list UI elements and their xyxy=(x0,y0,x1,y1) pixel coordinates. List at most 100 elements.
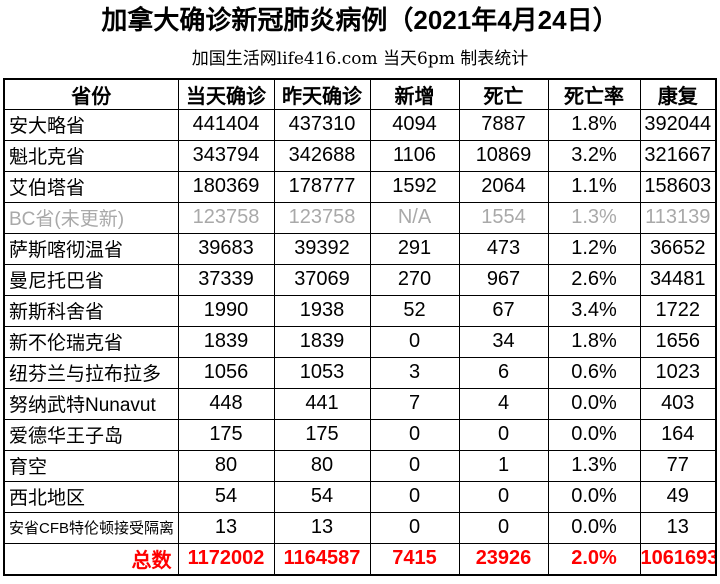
value-cell: 123758 xyxy=(177,201,275,234)
table-row: 艾伯塔省 180369 178777 1592 2064 1.1% 158603 xyxy=(3,170,717,203)
value-cell: 180369 xyxy=(177,170,275,203)
column-header: 康复 xyxy=(639,78,717,110)
value-cell: 80 xyxy=(273,449,371,482)
value-cell: 1.2% xyxy=(547,232,641,265)
value-cell: 34 xyxy=(458,325,549,358)
value-cell: 473 xyxy=(458,232,549,265)
value-cell: 0.0% xyxy=(547,387,641,420)
table-row: 曼尼托巴省 37339 37069 270 967 2.6% 34481 xyxy=(3,263,717,296)
value-cell: 0.0% xyxy=(547,511,641,544)
value-cell: 0.0% xyxy=(547,418,641,451)
value-cell: 10869 xyxy=(458,139,549,172)
table-row: 安省CFB特伦顿接受隔离 13 13 0 0 0.0% 13 xyxy=(3,511,717,544)
column-header: 当天确诊 xyxy=(177,78,275,110)
value-cell: 54 xyxy=(273,480,371,513)
table-row: BC省(未更新) 123758 123758 N/A 1554 1.3% 113139 xyxy=(3,201,717,234)
value-cell: 113139 xyxy=(639,201,717,234)
total-value-cell: 1172002 xyxy=(177,542,275,576)
value-cell: 448 xyxy=(177,387,275,420)
province-name-cell: 艾伯塔省 xyxy=(3,170,179,203)
value-cell: 36652 xyxy=(639,232,717,265)
table-row: 新不伦瑞克省 1839 1839 0 34 1.8% 1656 xyxy=(3,325,717,358)
value-cell: 7887 xyxy=(458,108,549,141)
province-name-cell: 萨斯喀彻温省 xyxy=(3,232,179,265)
table-row: 西北地区 54 54 0 0 0.0% 49 xyxy=(3,480,717,513)
value-cell: 67 xyxy=(458,294,549,327)
value-cell: 4094 xyxy=(369,108,460,141)
total-value-cell: 1061693 xyxy=(639,542,717,576)
province-name-cell: BC省(未更新) xyxy=(3,201,179,234)
table-row: 魁北克省 343794 342688 1106 10869 3.2% 321667 xyxy=(3,139,717,172)
value-cell: 1.3% xyxy=(547,449,641,482)
table-header-row: 省份 当天确诊 昨天确诊 新增 死亡 死亡率 康复 xyxy=(3,78,717,110)
value-cell: 175 xyxy=(177,418,275,451)
covid-stats-table: 省份 当天确诊 昨天确诊 新增 死亡 死亡率 康复 安大略省 441404 437310 4094… xyxy=(3,77,717,576)
province-name-cell: 纽芬兰与拉布拉多 xyxy=(3,356,179,389)
value-cell: 1.1% xyxy=(547,170,641,203)
value-cell: 1722 xyxy=(639,294,717,327)
value-cell: 52 xyxy=(369,294,460,327)
column-header: 死亡率 xyxy=(547,78,641,110)
province-name-cell: 新不伦瑞克省 xyxy=(3,325,179,358)
value-cell: 1554 xyxy=(458,201,549,234)
value-cell: 1023 xyxy=(639,356,717,389)
value-cell: 37339 xyxy=(177,263,275,296)
value-cell: 2064 xyxy=(458,170,549,203)
value-cell: 403 xyxy=(639,387,717,420)
province-name-cell: 新斯科舍省 xyxy=(3,294,179,327)
value-cell: 13 xyxy=(177,511,275,544)
page-title: 加拿大确诊新冠肺炎病例（2021年4月24日） xyxy=(101,5,619,35)
column-header: 新增 xyxy=(369,78,460,110)
value-cell: 164 xyxy=(639,418,717,451)
province-name-cell: 安大略省 xyxy=(3,108,179,141)
value-cell: 1053 xyxy=(273,356,371,389)
value-cell: 1056 xyxy=(177,356,275,389)
value-cell: 80 xyxy=(177,449,275,482)
value-cell: 77 xyxy=(639,449,717,482)
value-cell: 13 xyxy=(273,511,371,544)
value-cell: 3.4% xyxy=(547,294,641,327)
total-value-cell: 23926 xyxy=(458,542,549,576)
province-name-cell: 努纳武特Nunavut xyxy=(3,387,179,420)
value-cell: 343794 xyxy=(177,139,275,172)
table-row: 新斯科舍省 1990 1938 52 67 3.4% 1722 xyxy=(3,294,717,327)
column-header: 省份 xyxy=(3,78,179,110)
value-cell: 0 xyxy=(369,511,460,544)
value-cell: 1.3% xyxy=(547,201,641,234)
province-name-cell: 安省CFB特伦顿接受隔离 xyxy=(3,511,179,544)
table-row: 安大略省 441404 437310 4094 7887 1.8% 392044 xyxy=(3,108,717,141)
value-cell: 392044 xyxy=(639,108,717,141)
table-row: 纽芬兰与拉布拉多 1056 1053 3 6 0.6% 1023 xyxy=(3,356,717,389)
value-cell: N/A xyxy=(369,201,460,234)
value-cell: 2.6% xyxy=(547,263,641,296)
value-cell: 0.6% xyxy=(547,356,641,389)
total-value-cell: 7415 xyxy=(369,542,460,576)
value-cell: 1839 xyxy=(273,325,371,358)
value-cell: 1.8% xyxy=(547,108,641,141)
value-cell: 39683 xyxy=(177,232,275,265)
province-name-cell: 魁北克省 xyxy=(3,139,179,172)
value-cell: 54 xyxy=(177,480,275,513)
province-name-cell: 育空 xyxy=(3,449,179,482)
province-name-cell: 曼尼托巴省 xyxy=(3,263,179,296)
total-row: 总数 1172002 1164587 7415 23926 2.0% 1061693 xyxy=(3,542,717,576)
province-name-cell: 爱德华王子岛 xyxy=(3,418,179,451)
total-label-cell: 总数 xyxy=(3,542,179,576)
column-header: 昨天确诊 xyxy=(273,78,371,110)
value-cell: 1839 xyxy=(177,325,275,358)
value-cell: 270 xyxy=(369,263,460,296)
value-cell: 1.8% xyxy=(547,325,641,358)
value-cell: 39392 xyxy=(273,232,371,265)
value-cell: 13 xyxy=(639,511,717,544)
page-subtitle: 加国生活网life416.com 当天6pm 制表统计 xyxy=(191,48,529,69)
value-cell: 6 xyxy=(458,356,549,389)
value-cell: 437310 xyxy=(273,108,371,141)
table-row: 努纳武特Nunavut 448 441 7 4 0.0% 403 xyxy=(3,387,717,420)
value-cell: 4 xyxy=(458,387,549,420)
value-cell: 178777 xyxy=(273,170,371,203)
value-cell: 1106 xyxy=(369,139,460,172)
table-row: 育空 80 80 0 1 1.3% 77 xyxy=(3,449,717,482)
value-cell: 123758 xyxy=(273,201,371,234)
total-value-cell: 2.0% xyxy=(547,542,641,576)
